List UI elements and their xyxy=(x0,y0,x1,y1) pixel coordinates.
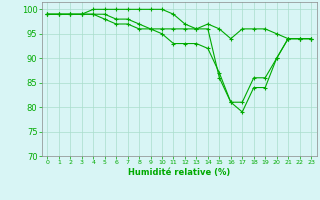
X-axis label: Humidité relative (%): Humidité relative (%) xyxy=(128,168,230,177)
